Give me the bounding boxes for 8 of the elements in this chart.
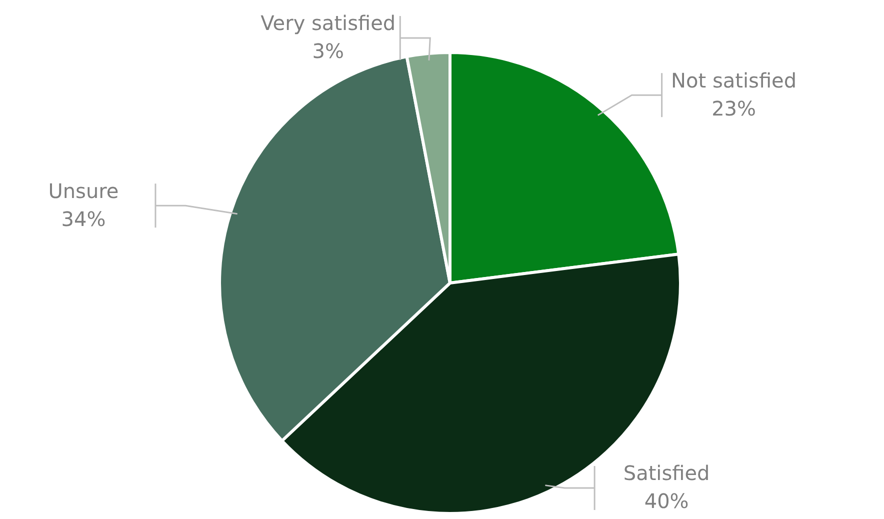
data-label: 23% xyxy=(712,96,756,120)
slice-label: Unsure xyxy=(48,178,119,203)
slice-label: Not satisfied xyxy=(671,68,797,92)
data-label: 3% xyxy=(312,39,344,64)
data-label: 34% xyxy=(61,206,106,231)
data-label: 40% xyxy=(644,489,689,514)
slice-label: Very satisfied xyxy=(260,11,396,36)
slice-label: Satisfied xyxy=(623,461,710,486)
